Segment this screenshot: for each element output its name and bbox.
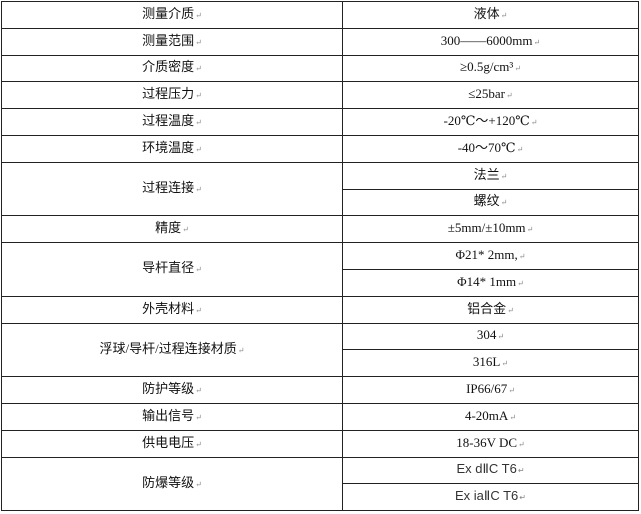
spec-value: -20℃～+120℃	[444, 113, 538, 128]
spec-value-cell: Ex dⅡC T6	[342, 456, 639, 485]
table-row: 过程连接 法兰	[1, 161, 639, 217]
spec-value: Φ21* 2mm,	[456, 247, 526, 262]
spec-value: ±5mm/±10mm	[448, 220, 534, 235]
spec-label: 精度	[155, 220, 189, 235]
spec-value-cell: 4-20mA	[342, 402, 639, 431]
table-row: 浮球/导杆/过程连接材质 304	[1, 322, 639, 378]
table-row: 精度 ±5mm/±10mm	[1, 215, 639, 244]
spec-value-cell: -20℃～+120℃	[342, 108, 639, 136]
table-row: 过程温度 -20℃～+120℃	[1, 108, 639, 136]
spec-value: 4-20mA	[465, 408, 516, 423]
spec-value-cell: Φ21* 2mm,	[342, 242, 639, 270]
spec-value-cell: 螺纹	[342, 188, 639, 217]
spec-label: 外壳材料	[142, 301, 202, 316]
spec-label: 过程温度	[142, 113, 202, 128]
spec-label-cell: 精度	[1, 215, 343, 244]
spec-label-cell: 过程压力	[1, 81, 343, 110]
spec-value: Ex dⅡC T6	[456, 461, 524, 476]
spec-value-cell: 304	[342, 322, 639, 351]
table-row: Φ14* 1mm	[2, 268, 639, 297]
spec-value: Ex iaⅡC T6	[455, 488, 526, 503]
table-row: 供电电压 18-36V DC	[1, 429, 639, 458]
table-row: 导杆直径 Φ21* 2mm,	[1, 242, 639, 297]
spec-value: -40～70℃	[458, 140, 524, 155]
spec-label: 测量介质	[142, 6, 202, 21]
spec-value: IP66/67	[466, 381, 515, 396]
spec-value-cell: 液体	[342, 1, 639, 29]
spec-label: 供电电压	[142, 435, 202, 450]
spec-label-cell: 过程连接	[1, 161, 343, 217]
spec-label: 防护等级	[142, 381, 202, 396]
spec-value: 304	[477, 327, 504, 342]
spec-value-cell: -40～70℃	[342, 134, 639, 163]
table-row: 过程压力 ≤25bar	[1, 81, 639, 110]
spec-label: 防爆等级	[142, 475, 202, 490]
table-row: 测量介质 液体	[1, 1, 639, 29]
spec-value: 法兰	[474, 167, 508, 182]
spec-label-cell: 介质密度	[1, 54, 343, 83]
spec-label: 过程连接	[142, 180, 202, 195]
spec-label-cell: 输出信号	[1, 402, 343, 431]
spec-label-cell: 浮球/导杆/过程连接材质	[1, 322, 343, 378]
spec-label: 输出信号	[142, 408, 202, 423]
spec-label: 环境温度	[142, 140, 202, 155]
spec-label-cell: 防护等级	[1, 376, 343, 404]
table-row: 测量范围 300——6000mm	[1, 27, 639, 56]
table-row: 螺纹	[2, 188, 639, 217]
spec-value-cell: ±5mm/±10mm	[342, 215, 639, 244]
spec-label-cell: 过程温度	[1, 108, 343, 136]
spec-value-cell: 铝合金	[342, 295, 639, 324]
spec-value: 300——6000mm	[441, 33, 540, 48]
spec-label: 介质密度	[142, 59, 202, 74]
spec-label: 导杆直径	[142, 260, 202, 275]
spec-value: 316L	[473, 354, 508, 369]
spec-label-cell: 测量介质	[1, 1, 343, 29]
spec-value-cell: IP66/67	[342, 376, 639, 404]
spec-value: Φ14* 1mm	[457, 274, 524, 289]
spec-label-cell: 外壳材料	[1, 295, 343, 324]
spec-value: 螺纹	[474, 193, 508, 208]
spec-value-cell: 法兰	[342, 161, 639, 190]
spec-value: ≥0.5g/cm³	[460, 59, 521, 74]
spec-value: 铝合金	[467, 301, 514, 316]
spec-label-cell: 测量范围	[1, 27, 343, 56]
table-row: 环境温度 -40～70℃	[1, 134, 639, 163]
spec-value: 18-36V DC	[456, 435, 525, 450]
table-row: 防护等级 IP66/67	[1, 376, 639, 404]
spec-value-cell: Ex iaⅡC T6	[342, 483, 639, 512]
spec-value: 液体	[474, 6, 508, 21]
spec-label-cell: 供电电压	[1, 429, 343, 458]
spec-value-cell: Φ14* 1mm	[342, 268, 639, 297]
table-row: 输出信号 4-20mA	[1, 402, 639, 431]
spec-value: ≤25bar	[468, 86, 512, 101]
table-row: Ex iaⅡC T6	[2, 483, 639, 512]
spec-label: 过程压力	[142, 86, 202, 101]
spec-value-cell: 18-36V DC	[342, 429, 639, 458]
spec-label: 浮球/导杆/过程连接材质	[100, 341, 245, 356]
spec-label: 测量范围	[142, 33, 202, 48]
table-row: 外壳材料 铝合金	[1, 295, 639, 324]
spec-label-cell: 环境温度	[1, 134, 343, 163]
spec-value-cell: ≥0.5g/cm³	[342, 54, 639, 83]
table-row: 防爆等级 Ex dⅡC T6	[1, 456, 639, 512]
spec-value-cell: ≤25bar	[342, 81, 639, 110]
spec-label-cell: 防爆等级	[1, 456, 343, 512]
spec-value-cell: 316L	[342, 349, 639, 378]
table-row: 介质密度 ≥0.5g/cm³	[1, 54, 639, 83]
spec-value-cell: 300——6000mm	[342, 27, 639, 56]
spec-label-cell: 导杆直径	[1, 242, 343, 297]
